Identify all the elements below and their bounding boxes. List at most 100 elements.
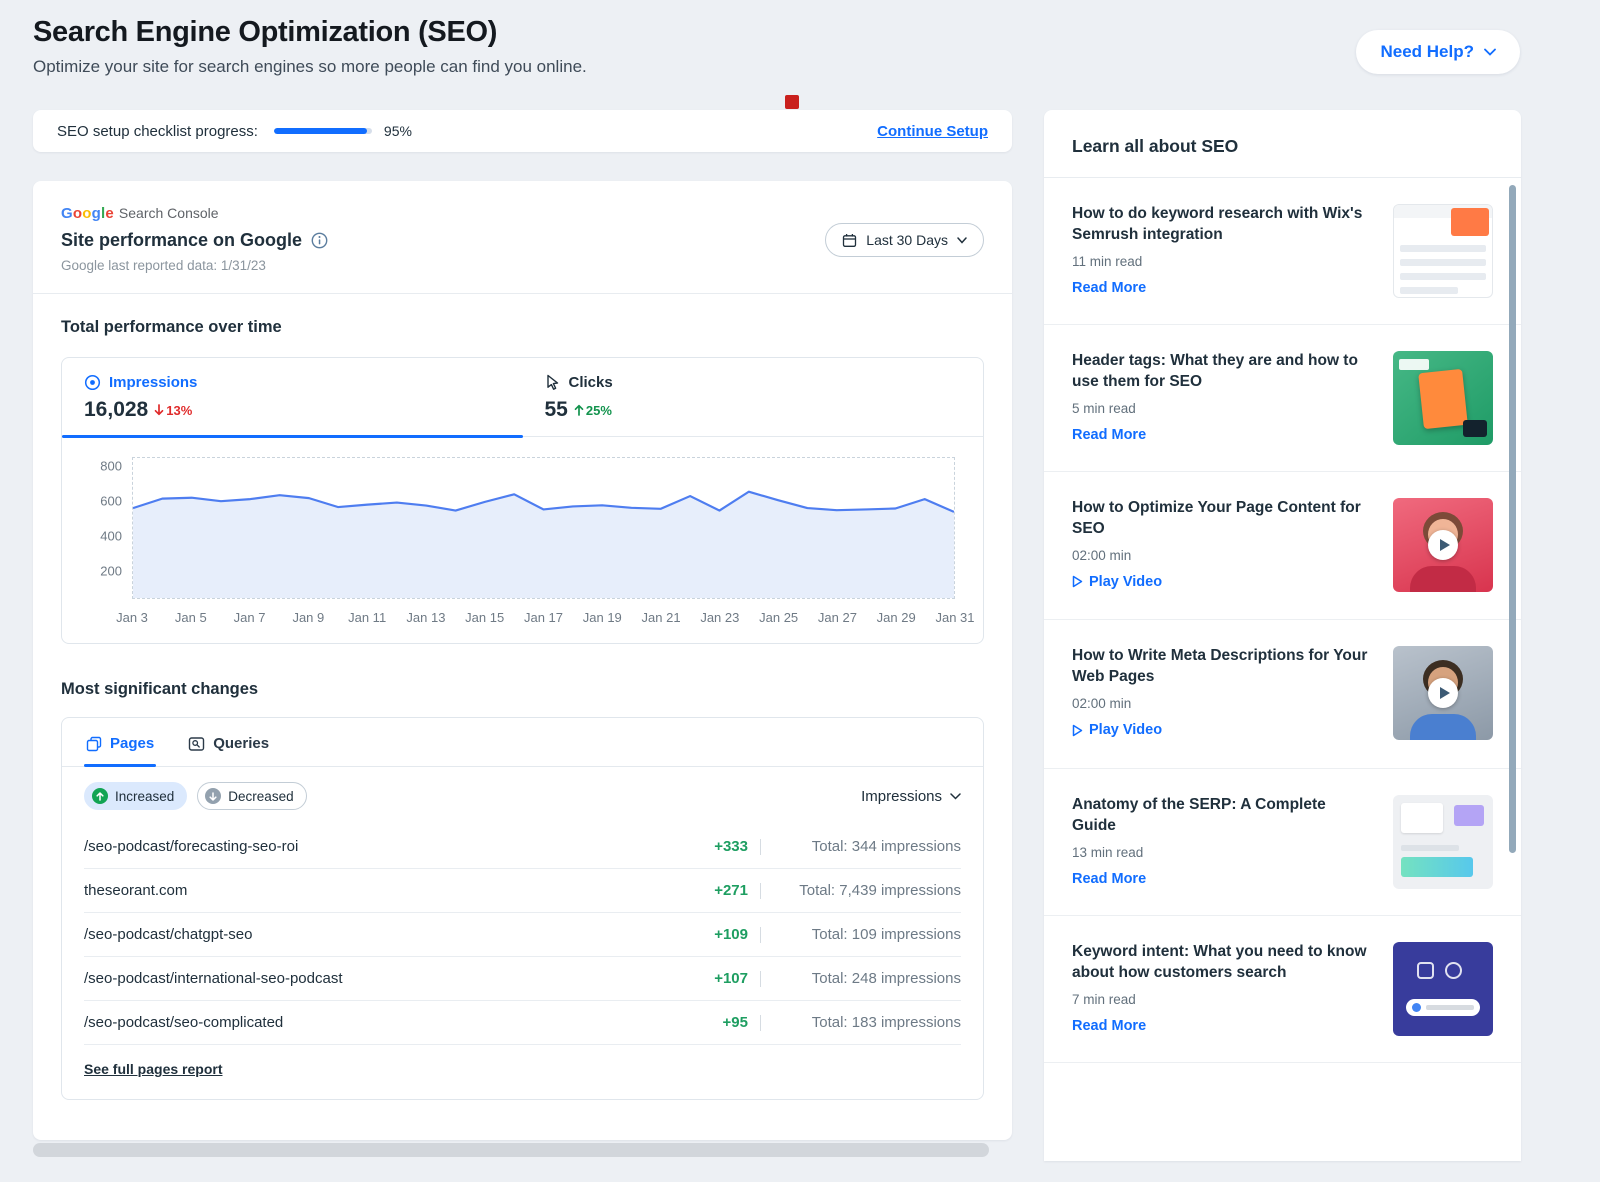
article-meta: 02:00 min: [1072, 696, 1373, 711]
x-axis-tick: Jan 13: [406, 610, 445, 625]
row-total-impressions: Total: 7,439 impressions: [773, 882, 961, 899]
filter-decreased-chip[interactable]: Decreased: [197, 782, 306, 810]
sidebar-scrollbar[interactable]: [1509, 185, 1516, 853]
impressions-label: Impressions: [109, 374, 197, 391]
chart-x-axis: Jan 3Jan 5Jan 7Jan 9Jan 11Jan 13Jan 15Ja…: [132, 599, 955, 633]
article-title: Anatomy of the SERP: A Complete Guide: [1072, 795, 1373, 837]
play-video-link[interactable]: Play Video: [1072, 722, 1162, 738]
divider: [760, 839, 761, 855]
video-thumbnail[interactable]: [1393, 646, 1493, 740]
table-row: /seo-podcast/forecasting-seo-roi +333Tot…: [84, 825, 961, 869]
progress-fill: [274, 128, 367, 134]
sort-label: Impressions: [861, 788, 942, 805]
divider: [760, 1015, 761, 1031]
row-total-impressions: Total: 248 impressions: [773, 970, 961, 987]
changes-tabs: Pages Queries: [62, 718, 983, 767]
play-icon: [1072, 724, 1083, 737]
google-search-console-logo: Google Search Console: [61, 205, 984, 222]
impressions-line-series: [133, 458, 954, 598]
info-icon[interactable]: [311, 232, 328, 249]
x-axis-tick: Jan 31: [935, 610, 974, 625]
cutoff-element: [33, 1143, 989, 1157]
article-thumbnail[interactable]: [1393, 204, 1493, 298]
row-page-path: /seo-podcast/chatgpt-seo: [84, 926, 252, 943]
article-meta: 7 min read: [1072, 992, 1373, 1007]
x-axis-tick: Jan 17: [524, 610, 563, 625]
tab-queries-label: Queries: [213, 735, 269, 752]
row-total-impressions: Total: 344 impressions: [773, 838, 961, 855]
read-more-link[interactable]: Read More: [1072, 1018, 1146, 1034]
article-meta: 11 min read: [1072, 254, 1373, 269]
x-axis-tick: Jan 27: [818, 610, 857, 625]
article-title: How to Optimize Your Page Content for SE…: [1072, 498, 1373, 540]
chart-y-axis: 200400600800: [90, 457, 132, 599]
progress-bar: [274, 128, 372, 134]
increased-arrow-icon: [92, 788, 108, 804]
need-help-label: Need Help?: [1380, 42, 1474, 62]
tab-queries[interactable]: Queries: [186, 718, 271, 766]
play-button-icon[interactable]: [1428, 530, 1458, 560]
seo-checklist-progress-card: SEO setup checklist progress: 95% Contin…: [33, 110, 1012, 152]
impressions-icon: [84, 374, 101, 391]
row-page-path: /seo-podcast/forecasting-seo-roi: [84, 838, 298, 855]
article-title: How to do keyword research with Wix's Se…: [1072, 204, 1373, 246]
article-thumbnail[interactable]: [1393, 351, 1493, 445]
x-axis-tick: Jan 9: [292, 610, 324, 625]
arrow-down-icon: [154, 404, 164, 416]
sort-dropdown[interactable]: Impressions: [861, 788, 961, 805]
chevron-down-icon: [950, 793, 961, 800]
row-change-value: +95: [696, 1014, 748, 1031]
full-pages-report-link[interactable]: See full pages report: [84, 1061, 222, 1077]
article-meta: 5 min read: [1072, 401, 1373, 416]
tab-clicks[interactable]: Clicks 55 25%: [523, 358, 984, 436]
play-button-icon[interactable]: [1428, 678, 1458, 708]
clicks-label: Clicks: [569, 374, 613, 391]
changes-card: Pages Queries Increased: [61, 717, 984, 1100]
y-axis-tick: 400: [100, 528, 122, 543]
continue-setup-link[interactable]: Continue Setup: [877, 123, 988, 140]
read-more-link[interactable]: Read More: [1072, 427, 1146, 443]
tab-pages[interactable]: Pages: [84, 718, 156, 766]
video-thumbnail[interactable]: [1393, 498, 1493, 592]
need-help-button[interactable]: Need Help?: [1356, 30, 1520, 74]
row-change-value: +107: [696, 970, 748, 987]
filter-decreased-label: Decreased: [228, 789, 293, 804]
divider: [760, 927, 761, 943]
arrow-up-icon: [574, 404, 584, 416]
play-icon: [1072, 575, 1083, 588]
row-page-path: theseorant.com: [84, 882, 187, 899]
y-axis-tick: 200: [100, 563, 122, 578]
article-item: How to do keyword research with Wix's Se…: [1044, 178, 1521, 325]
tab-impressions[interactable]: Impressions 16,028 13%: [62, 358, 523, 436]
tab-pages-label: Pages: [110, 735, 154, 752]
clicks-value: 55: [545, 398, 568, 422]
impressions-value: 16,028: [84, 398, 148, 422]
date-range-dropdown[interactable]: Last 30 Days: [825, 223, 984, 257]
play-video-link[interactable]: Play Video: [1072, 574, 1162, 590]
progress-label: SEO setup checklist progress:: [57, 123, 258, 140]
site-performance-card: Google Search Console Site performance o…: [33, 181, 1012, 1140]
pages-icon: [86, 736, 102, 752]
line-chart: 200400600800 Jan 3Jan 5Jan 7Jan 9Jan 11J…: [62, 437, 983, 643]
read-more-link[interactable]: Read More: [1072, 280, 1146, 296]
x-axis-tick: Jan 15: [465, 610, 504, 625]
filter-row: Increased Decreased Impressions: [62, 767, 983, 825]
x-axis-tick: Jan 11: [348, 610, 386, 625]
article-thumbnail[interactable]: [1393, 942, 1493, 1036]
read-more-link[interactable]: Read More: [1072, 871, 1146, 887]
filter-increased-chip[interactable]: Increased: [84, 782, 187, 810]
x-axis-tick: Jan 29: [877, 610, 916, 625]
article-meta: 02:00 min: [1072, 548, 1373, 563]
article-item: How to Write Meta Descriptions for Your …: [1044, 620, 1521, 768]
progress-percent: 95%: [384, 123, 412, 139]
row-change-value: +109: [696, 926, 748, 943]
table-row: /seo-podcast/chatgpt-seo +109Total: 109 …: [84, 913, 961, 957]
impressions-delta: 13%: [154, 403, 192, 418]
x-axis-tick: Jan 7: [234, 610, 266, 625]
gsc-logo-suffix: Search Console: [119, 205, 219, 221]
article-title: Keyword intent: What you need to know ab…: [1072, 942, 1373, 984]
sidebar-title: Learn all about SEO: [1044, 110, 1521, 177]
decreased-arrow-icon: [205, 788, 221, 804]
site-performance-title: Site performance on Google: [61, 230, 302, 251]
article-thumbnail[interactable]: [1393, 795, 1493, 889]
